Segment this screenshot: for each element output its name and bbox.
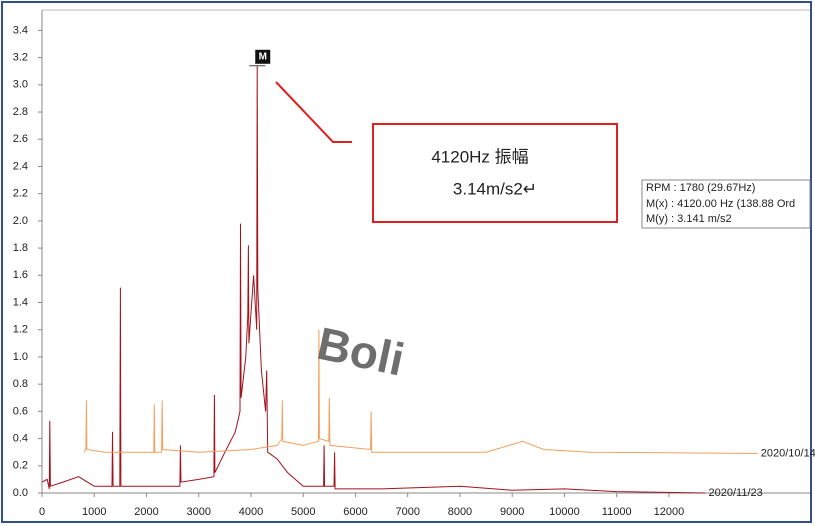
- callout-line: [275, 81, 352, 143]
- y-tick-label: 0.0: [13, 487, 28, 499]
- x-tick-label: 12000: [654, 506, 685, 518]
- y-tick-label: 2.8: [13, 106, 28, 118]
- y-tick-label: 2.0: [13, 215, 28, 227]
- x-tick-label: 7000: [395, 506, 419, 518]
- y-tick-label: 2.4: [13, 160, 28, 172]
- y-tick-label: 0.6: [13, 405, 28, 417]
- y-tick-label: 0.8: [13, 378, 28, 390]
- y-tick-label: 3.4: [13, 24, 28, 36]
- y-tick-label: 2.2: [13, 188, 28, 200]
- marker-box: [255, 49, 271, 64]
- x-tick-label: 5000: [291, 506, 315, 518]
- series-label: 2020/11/23: [709, 487, 763, 499]
- info-text: M(x) : 4120.00 Hz (138.88 Ord: [646, 198, 795, 210]
- y-tick-label: 1.6: [13, 269, 28, 281]
- series-line: [83, 329, 758, 454]
- x-tick-label: 0: [39, 506, 45, 518]
- series-line: [41, 65, 706, 494]
- y-tick-label: 2.6: [13, 133, 28, 145]
- x-tick-label: 11000: [602, 506, 632, 518]
- x-tick-label: 9000: [500, 506, 524, 518]
- x-tick-label: 2000: [134, 506, 158, 518]
- y-tick-label: 1.8: [13, 242, 28, 254]
- x-tick-label: 6000: [343, 506, 367, 518]
- callout-text: 3.14m/s2↵: [453, 179, 537, 198]
- callout-box: [372, 123, 618, 223]
- callout-text: 4120Hz 振幅: [431, 147, 528, 166]
- y-tick-label: 1.4: [13, 296, 28, 308]
- y-tick-label: 0.2: [13, 460, 28, 472]
- y-tick-label: 3.0: [13, 79, 28, 91]
- x-tick-label: 10000: [549, 506, 580, 518]
- y-tick-label: 0.4: [13, 432, 28, 444]
- y-tick-label: 1.0: [13, 351, 28, 363]
- x-tick-label: 4000: [239, 506, 263, 518]
- x-tick-label: 1000: [82, 506, 106, 518]
- info-text: RPM : 1780 (29.67Hz): [646, 182, 755, 194]
- series-label: 2020/10/14: [761, 447, 815, 459]
- y-tick-label: 1.2: [13, 324, 28, 336]
- y-tick-label: 3.2: [13, 52, 28, 64]
- marker-label: M: [259, 51, 267, 62]
- x-tick-label: 8000: [448, 506, 472, 518]
- info-box: [641, 179, 811, 229]
- x-tick-label: 3000: [186, 506, 210, 518]
- info-text: M(y) : 3.141 m/s2: [646, 213, 732, 225]
